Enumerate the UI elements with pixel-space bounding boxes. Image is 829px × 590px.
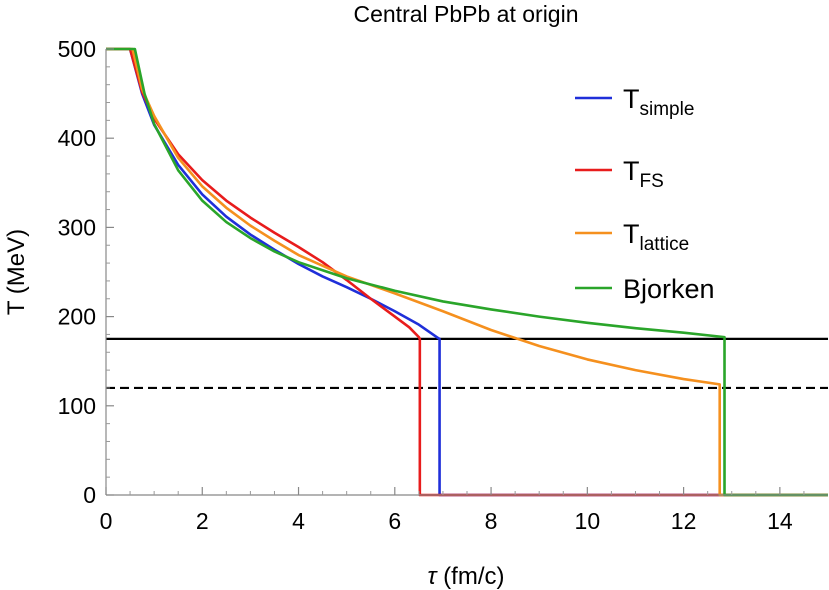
x-tick-label: 6 <box>388 508 401 534</box>
reference-lines <box>106 337 828 390</box>
x-tick-label: 4 <box>292 508 305 534</box>
y-tick-label: 500 <box>58 36 96 62</box>
legend-label-t-simple: Tsimple <box>623 84 694 120</box>
series-line-bjorken <box>106 47 828 497</box>
legend-label-bjorken: Bjorken <box>623 274 715 304</box>
x-axis-unit: (fm/c) <box>437 563 505 590</box>
legend-label-t-fs: TFS <box>623 156 664 192</box>
x-ticks: 0 2 4 6 8 10 12 14 <box>100 487 805 534</box>
x-axis-symbol: τ <box>428 563 439 590</box>
series-line-t-fs <box>106 47 828 497</box>
x-tick-label: 2 <box>196 508 209 534</box>
y-tick-label: 0 <box>83 482 96 508</box>
y-tick-label: 100 <box>58 393 96 419</box>
legend-label-main: T <box>623 84 640 114</box>
series-layer <box>106 47 828 497</box>
x-tick-label: 0 <box>100 508 113 534</box>
x-axis-title: τ (fm/c) <box>428 563 505 590</box>
legend-label-subscript: lattice <box>640 234 690 255</box>
x-tick-label: 10 <box>575 508 601 534</box>
legend-label-t-lattice: Tlattice <box>623 219 689 255</box>
x-tick-label: 14 <box>767 508 793 534</box>
chart-title: Central PbPb at origin <box>353 1 578 27</box>
legend-label-main: T <box>623 219 640 249</box>
y-ticks: 0 100 200 300 400 500 <box>58 36 114 508</box>
y-tick-label: 200 <box>58 304 96 330</box>
legend-label-main: T <box>623 156 640 186</box>
legend-label-subscript: FS <box>640 171 664 192</box>
x-tick-label: 8 <box>485 508 498 534</box>
legend-label-subscript: simple <box>640 99 695 120</box>
y-axis-title: T (MeV) <box>3 229 30 315</box>
x-tick-label: 12 <box>671 508 697 534</box>
y-tick-label: 400 <box>58 125 96 151</box>
series-line-t-lattice <box>106 47 828 497</box>
y-tick-label: 300 <box>58 214 96 240</box>
legend-label-main: Bjorken <box>623 274 715 304</box>
